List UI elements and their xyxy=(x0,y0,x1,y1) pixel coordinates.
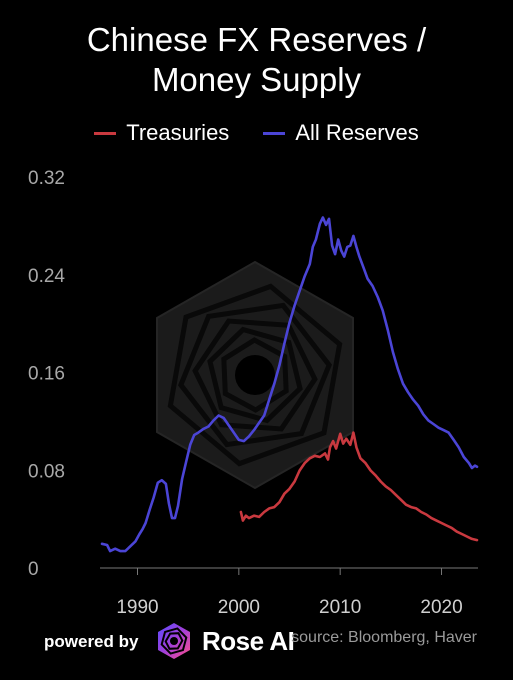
chart-title: Chinese FX Reserves / Money Supply xyxy=(0,20,513,100)
powered-by-label: powered by xyxy=(44,632,139,651)
y-tick-label: 0.08 xyxy=(28,461,65,482)
y-tick-label: 0.16 xyxy=(28,364,65,385)
legend-swatch-all-reserves xyxy=(263,131,286,135)
series-line-all-reserves xyxy=(100,216,479,553)
chart-title-line-1: Chinese FX Reserves / xyxy=(86,21,427,58)
legend-label-all-reserves: All Reserves xyxy=(295,120,419,145)
chart-title-line-2: Money Supply xyxy=(151,61,362,98)
x-tick-label: 1990 xyxy=(116,597,158,618)
legend-label-treasuries: Treasuries xyxy=(126,120,230,145)
x-tick-label: 2020 xyxy=(420,597,462,618)
legend-swatch-treasuries xyxy=(94,131,117,135)
watermark-logo xyxy=(156,260,354,490)
brand-name: Rose AI xyxy=(202,626,295,656)
chart-legend: Treasuries All Reserves xyxy=(0,120,513,146)
source-note: source: Bloomberg, Haver xyxy=(291,629,477,646)
series-layer xyxy=(100,216,479,553)
y-tick-label: 0.24 xyxy=(28,266,65,287)
rose-ai-logo-icon xyxy=(158,623,190,659)
y-tick-label: 0.32 xyxy=(28,168,65,189)
x-tick-label: 2000 xyxy=(218,597,260,618)
legend-item-treasuries: Treasuries xyxy=(94,120,229,146)
y-axis: 0 0.08 0.16 0.24 0.32 xyxy=(28,168,65,580)
x-tick-label: 2010 xyxy=(319,597,361,618)
footer: powered by Rose AI source: Bloomberg, Ha… xyxy=(0,620,513,664)
legend-item-all-reserves: All Reserves xyxy=(263,120,419,146)
series-line-treasuries xyxy=(239,431,479,542)
x-axis: 1990 2000 2010 2020 xyxy=(100,567,478,618)
y-tick-label: 0 xyxy=(28,559,39,580)
